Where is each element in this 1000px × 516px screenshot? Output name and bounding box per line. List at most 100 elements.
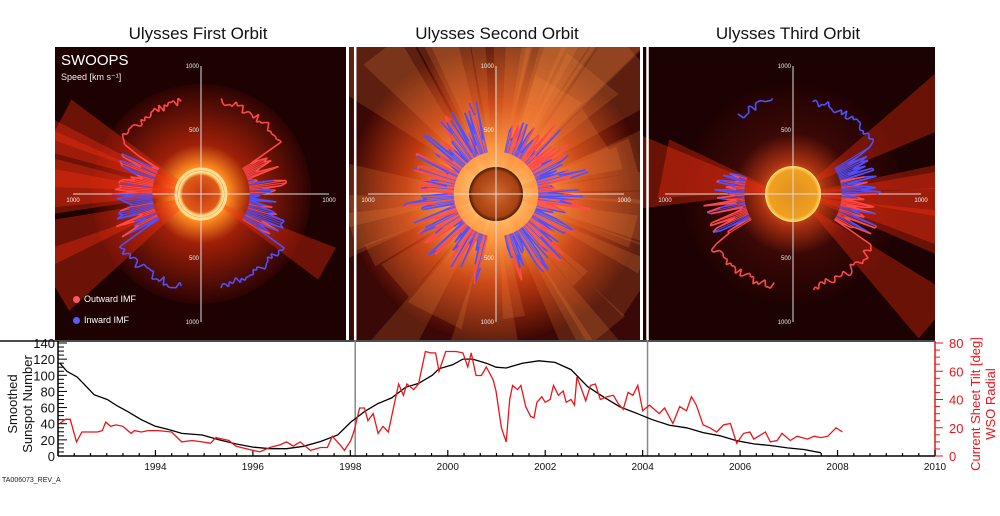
y-left-axis-label: Smoothed — [5, 374, 20, 433]
speed-segment — [840, 273, 843, 278]
speed-spike — [439, 157, 461, 172]
figure-id: TA006073_REV_A — [2, 477, 61, 484]
speed-segment — [416, 227, 426, 235]
orbit-panel-3: 1000 500 500 1000 1000 1000 — [643, 47, 935, 340]
speed-segment — [743, 115, 746, 119]
speed-spike — [431, 218, 463, 242]
speed-spike — [520, 134, 540, 161]
speed-segment — [416, 152, 455, 173]
speed-spike — [451, 166, 461, 173]
speed-spike — [422, 202, 455, 211]
speed-segment — [248, 274, 252, 278]
speed-segment — [765, 100, 769, 103]
speed-segment — [711, 212, 735, 224]
y-left-tick-label: 140 — [33, 336, 55, 351]
speed-segment — [158, 104, 165, 112]
speed-spike — [446, 122, 473, 160]
speed-segment — [832, 281, 836, 284]
coronal-streamer — [471, 47, 531, 168]
speed-segment — [276, 253, 280, 257]
speed-segment — [562, 154, 569, 161]
panel-title-third-orbit: Ulysses Third Orbit — [715, 24, 861, 43]
coronal-streamer — [349, 163, 470, 228]
speed-spike — [451, 141, 470, 163]
speed-segment — [842, 270, 850, 277]
speed-spike — [244, 161, 265, 173]
speed-segment — [130, 176, 144, 180]
speed-spike — [841, 189, 861, 193]
speed-segment — [517, 234, 539, 267]
speed-spike — [518, 229, 540, 260]
speed-segment — [413, 167, 419, 171]
speed-spike — [528, 220, 541, 231]
speed-segment — [834, 218, 872, 246]
speed-spike — [529, 218, 542, 228]
speed-segment — [429, 136, 455, 157]
speed-segment — [134, 123, 141, 128]
y-right-axis-label: Current Sheet Tilt [deg] — [968, 337, 983, 471]
speed-spike — [716, 181, 746, 187]
speed-segment — [451, 245, 460, 259]
speed-spike — [710, 204, 746, 215]
speed-spike — [482, 139, 487, 154]
polar-axis-label-right: 1000 — [914, 198, 928, 204]
speed-spike — [526, 158, 536, 167]
coronal-streamer — [55, 158, 179, 214]
speed-segment — [251, 165, 279, 179]
coronal-streamer — [812, 210, 935, 339]
speed-segment — [267, 122, 270, 128]
speed-spike — [519, 139, 534, 160]
speed-spike — [534, 209, 557, 220]
speed-segment — [747, 106, 750, 113]
coronal-streamer — [493, 47, 533, 168]
x-tick-label: 2004 — [632, 462, 655, 473]
speed-segment — [121, 248, 126, 255]
speed-spike — [536, 174, 559, 183]
speed-segment — [143, 263, 147, 267]
speed-trace — [402, 101, 591, 285]
speed-spike — [142, 209, 156, 216]
speed-spike — [434, 213, 460, 228]
speed-segment — [460, 238, 474, 268]
speed-spike — [478, 233, 484, 247]
speed-segment — [146, 267, 150, 270]
speed-segment — [851, 208, 876, 215]
speed-spike — [514, 231, 524, 247]
speed-spike — [839, 206, 852, 211]
coronal-streamer — [498, 220, 526, 320]
speed-segment — [276, 138, 280, 141]
speed-segment — [282, 247, 285, 251]
speed-spike — [532, 154, 564, 174]
speed-segment — [242, 111, 246, 114]
speed-segment — [454, 232, 462, 243]
speed-spike — [402, 198, 455, 207]
speed-spike — [452, 133, 472, 161]
speed-spike — [475, 101, 488, 153]
speed-spike — [122, 165, 156, 179]
speed-spike — [242, 218, 259, 230]
speed-spike — [435, 214, 460, 230]
speed-segment — [427, 221, 464, 256]
speed-segment — [473, 272, 476, 285]
speed-spike — [479, 235, 488, 269]
speed-segment — [424, 232, 437, 244]
coronal-streamer — [349, 195, 471, 258]
speed-segment — [175, 281, 181, 289]
speed-spike — [841, 195, 858, 198]
speed-spike — [136, 174, 155, 181]
speed-segment — [821, 281, 826, 285]
speed-spike — [508, 233, 521, 269]
speed-segment — [724, 257, 728, 261]
y-right-tick-label: 0 — [949, 449, 956, 464]
speed-spike — [834, 146, 871, 170]
speed-spike — [446, 171, 458, 178]
speed-spike — [477, 233, 482, 242]
speed-spike — [423, 134, 464, 168]
speed-segment — [451, 112, 470, 142]
y-right-tick-label: 40 — [949, 393, 963, 408]
speed-segment — [840, 169, 874, 182]
speed-spike — [130, 170, 155, 180]
speed-spike — [476, 153, 479, 157]
speed-segment — [259, 223, 279, 232]
speed-spike — [247, 179, 255, 182]
